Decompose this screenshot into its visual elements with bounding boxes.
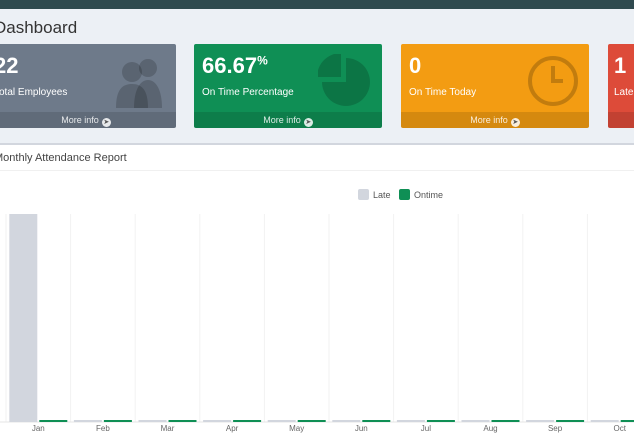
x-tick-label: Sep [548,424,563,433]
card-label: Late Today [614,87,634,98]
late-today-card: 1 Late Today [608,44,634,128]
bar-late-may[interactable] [267,420,296,422]
more-info-link[interactable]: More info ➤ [0,112,176,128]
card-value: 1 [614,53,627,78]
divider [0,170,634,171]
bar-ontime-oct[interactable] [620,420,634,422]
legend-swatch [399,189,411,200]
card-label: Total Employees [0,87,68,98]
pie-chart-icon [318,54,370,106]
attendance-report-panel: Monthly Attendance Report Late Ontime [0,143,634,445]
chart-legend: Late Ontime [358,189,449,200]
legend-swatch [358,189,369,200]
bar-ontime-may[interactable] [297,420,326,422]
bar-late-oct[interactable] [590,420,619,422]
bar-late-jun[interactable] [332,420,361,422]
page-title: Dashboard [0,18,78,37]
more-info-link[interactable]: More info ➤ [401,112,589,128]
bar-ontime-feb[interactable] [103,420,132,422]
x-tick-label: May [289,424,304,433]
bar-ontime-jun[interactable] [362,420,391,422]
x-tick-label: Jun [355,424,368,433]
x-tick-label: Aug [483,424,497,433]
total-employees-card: 22 Total Employees More info ➤ [0,44,176,128]
x-tick-label: Jul [421,424,431,433]
bar-late-jul[interactable] [396,420,425,422]
x-tick-label: Mar [161,424,175,433]
card-label: On Time Today [409,87,477,98]
bar-ontime-mar[interactable] [168,420,197,422]
bar-ontime-sep[interactable] [556,420,585,422]
x-tick-label: Oct [613,424,626,433]
card-label: On Time Percentage [202,87,294,98]
card-value: 0 [409,53,422,78]
more-info-link[interactable]: More info ➤ [194,112,382,128]
users-icon [116,59,162,108]
attendance-bar-chart: Jan Feb Mar Apr May Jun Jul Aug Sep Oct [0,214,634,433]
top-navbar [0,0,634,9]
x-tick-label: Apr [226,424,239,433]
panel-title: Monthly Attendance Report [0,152,127,164]
bar-ontime-apr[interactable] [233,420,262,422]
card-value: 22 [0,53,19,78]
bar-late-feb[interactable] [73,420,102,422]
on-time-percentage-card: 66.67% On Time Percentage More info ➤ [194,44,382,128]
x-tick-label: Feb [96,424,110,433]
bar-ontime-jan[interactable] [39,420,68,422]
bar-late-aug[interactable] [461,420,490,422]
on-time-today-card: 0 On Time Today More info ➤ [401,44,589,128]
bar-late-apr[interactable] [203,420,232,422]
arrow-circle-right-icon: ➤ [510,118,520,127]
card-value: 66.67% [202,53,268,78]
arrow-circle-right-icon: ➤ [101,118,111,127]
legend-item-ontime[interactable]: Ontime [399,189,443,200]
x-tick-label: Jan [32,424,45,433]
bar-late-sep[interactable] [526,420,555,422]
bar-ontime-aug[interactable] [491,420,520,422]
clock-icon [528,56,578,106]
arrow-circle-right-icon: ➤ [303,118,313,127]
more-info-link[interactable] [608,112,634,128]
bar-late-jan[interactable] [9,214,38,422]
bar-ontime-jul[interactable] [426,420,455,422]
legend-item-late[interactable]: Late [358,189,391,200]
bar-late-mar[interactable] [138,420,167,422]
